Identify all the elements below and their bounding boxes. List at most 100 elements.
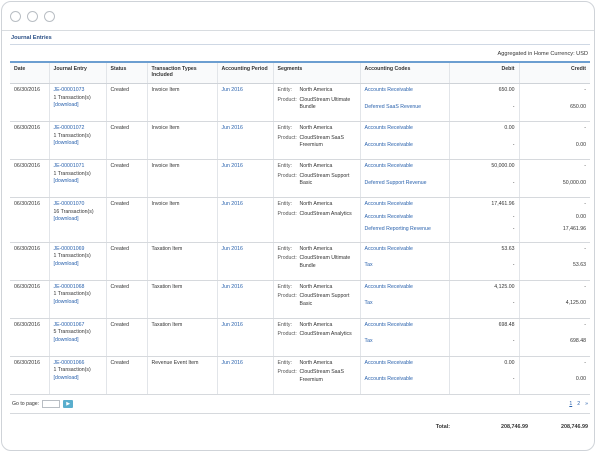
segment-product-value: CloudStream Support Basic xyxy=(299,172,350,187)
debit-value: - xyxy=(512,226,515,232)
accounting-code-link[interactable]: Tax xyxy=(364,300,373,306)
download-link[interactable]: [download] xyxy=(53,298,79,305)
accounting-code-link[interactable]: Deferred SaaS Revenue xyxy=(364,103,422,110)
accounting-code-link[interactable]: Accounts Receivable xyxy=(364,359,413,366)
debit-value: - xyxy=(512,179,515,186)
accounting-period-link[interactable]: Jun 2016 xyxy=(221,283,243,290)
credit-cell: - 53.63 xyxy=(518,242,590,281)
window-control-minimize[interactable] xyxy=(27,10,38,22)
accounting-period-link[interactable]: Jun 2016 xyxy=(221,87,243,93)
page-links: 1 2 » xyxy=(569,401,588,407)
column-header: Segments xyxy=(272,61,360,84)
accounting-code-link[interactable]: Accounts Receivable xyxy=(364,163,413,169)
accounting-period-link[interactable]: Jun 2016 xyxy=(221,201,243,207)
accounting-code-link[interactable]: Accounts Receivable xyxy=(364,283,413,290)
totals-row: Total: 208,746.99 208,746.99 xyxy=(10,414,590,440)
arrow-right-icon[interactable]: ▶ xyxy=(63,399,74,408)
segment-product-value: CloudStream Ultimate Bundle xyxy=(299,96,351,111)
accounting-code-link[interactable]: Deferred Reporting Revenue xyxy=(364,226,431,232)
download-link[interactable]: [download] xyxy=(53,178,79,185)
accounting-code-link[interactable]: Accounts Receivable xyxy=(364,245,413,252)
next-page-link[interactable]: » xyxy=(585,400,588,407)
date-cell: 06/30/2016 xyxy=(10,159,49,198)
status-cell: Created xyxy=(105,356,147,395)
date-cell: 06/30/2016 xyxy=(10,356,49,395)
segment-entity: Entity: North America xyxy=(278,201,356,209)
accounting-code-link[interactable]: Accounts Receivable xyxy=(364,201,413,207)
status-cell: Created xyxy=(105,159,147,198)
segment-product-label: Product: xyxy=(277,293,297,300)
status-cell: Created xyxy=(105,121,147,160)
table-row: 06/30/2016 JE-00001070 16 Transaction(s) [d… xyxy=(10,197,590,243)
journal-entry-link[interactable]: JE-00001069 xyxy=(53,245,85,252)
accounting-period-cell: Jun 2016 xyxy=(216,197,273,243)
accounting-code-link[interactable]: Accounts Receivable xyxy=(364,376,413,382)
debit-value: - xyxy=(512,376,515,382)
credit-value: 50,000.00 xyxy=(562,179,586,186)
debit-value: - xyxy=(512,103,515,110)
accounting-period-link[interactable]: Jun 2016 xyxy=(221,125,243,131)
journal-entry-link[interactable]: JE-00001071 xyxy=(53,163,85,169)
segments-cell: Entity: North America Product: CloudStream … xyxy=(272,280,360,319)
download-link[interactable]: [download] xyxy=(53,102,79,109)
journal-entry-cell: JE-00001067 5 Transaction(s) [download] xyxy=(48,318,106,357)
journal-entry-link[interactable]: JE-00001068 xyxy=(53,283,85,290)
credit-value: 4,125.00 xyxy=(565,300,586,306)
download-link[interactable]: [download] xyxy=(53,216,79,223)
journal-entry-link[interactable]: JE-00001066 xyxy=(53,359,85,366)
transaction-count: 1 Transaction(s) xyxy=(53,291,91,298)
credit-value: 650.00 xyxy=(570,103,586,110)
debit-value: - xyxy=(512,213,515,220)
column-header: Debit xyxy=(448,61,519,84)
accounting-period-link[interactable]: Jun 2016 xyxy=(221,359,243,366)
accounting-code-link[interactable]: Accounts Receivable xyxy=(364,321,413,328)
accounting-codes-cell: Accounts Receivable Deferred SaaS Revenue xyxy=(359,83,449,122)
journal-entry-link[interactable]: JE-00001067 xyxy=(53,321,85,328)
accounting-code-link[interactable]: Accounts Receivable xyxy=(364,125,413,131)
accounting-code-link[interactable]: Accounts Receivable xyxy=(364,213,413,220)
segment-entity: Entity: North America xyxy=(278,125,356,133)
credit-value: 0.00 xyxy=(575,376,586,382)
window-control-close[interactable] xyxy=(10,10,21,22)
accounting-code-link[interactable]: Deferred Support Revenue xyxy=(364,179,427,186)
accounting-code-link[interactable]: Accounts Receivable xyxy=(364,141,413,148)
download-link[interactable]: [download] xyxy=(53,140,79,147)
total-label: Total: xyxy=(435,423,450,430)
page-link-2[interactable]: 2 xyxy=(577,400,581,407)
download-link[interactable]: [download] xyxy=(53,374,79,381)
debit-value: 53.63 xyxy=(501,245,515,252)
segment-entity-label: Entity: xyxy=(277,245,292,252)
accounting-code-link[interactable]: Tax xyxy=(364,262,373,268)
debit-cell: 4,125.00 - xyxy=(448,280,519,319)
table-row: 06/30/2016 JE-00001066 1 Transaction(s) [do… xyxy=(10,356,590,395)
journal-entry-cell: JE-00001070 16 Transaction(s) [download] xyxy=(48,197,106,243)
window-control-maximize[interactable] xyxy=(44,10,55,22)
accounting-period-link[interactable]: Jun 2016 xyxy=(221,163,243,169)
debit-cell: 650.00 - xyxy=(448,83,519,122)
accounting-period-link[interactable]: Jun 2016 xyxy=(221,245,243,252)
download-link[interactable]: [download] xyxy=(53,336,79,343)
page-number-input[interactable] xyxy=(42,399,61,408)
segment-product-label: Product: xyxy=(277,331,297,338)
journal-entry-link[interactable]: JE-00001072 xyxy=(53,125,85,131)
segment-product-value: CloudStream SaaS Freemium xyxy=(299,134,344,149)
page-link-1[interactable]: 1 xyxy=(569,400,573,407)
credit-cell: - 698.48 xyxy=(518,318,590,357)
transaction-type-cell: Invoice Item xyxy=(146,159,217,198)
column-header: Accounting Period xyxy=(216,61,273,84)
credit-value: - xyxy=(584,245,586,252)
segment-product: Product: CloudStream Ultimate Bundle xyxy=(278,97,356,112)
segment-product: Product: CloudStream Analytics xyxy=(278,331,356,339)
journal-entry-link[interactable]: JE-00001070 xyxy=(53,201,85,207)
accounting-period-link[interactable]: Jun 2016 xyxy=(221,321,243,328)
status-cell: Created xyxy=(105,242,147,281)
date-cell: 06/30/2016 xyxy=(10,242,49,281)
accounting-code-link[interactable]: Accounts Receivable xyxy=(364,87,413,93)
download-link[interactable]: [download] xyxy=(53,260,79,267)
journal-entry-link[interactable]: JE-00001073 xyxy=(53,87,85,93)
aggregation-label: Aggregated in Home Currency: USD xyxy=(497,51,588,57)
segment-entity-value: North America xyxy=(299,283,333,290)
accounting-code-link[interactable]: Tax xyxy=(364,338,373,344)
debit-cell: 0.00 - xyxy=(448,121,519,160)
